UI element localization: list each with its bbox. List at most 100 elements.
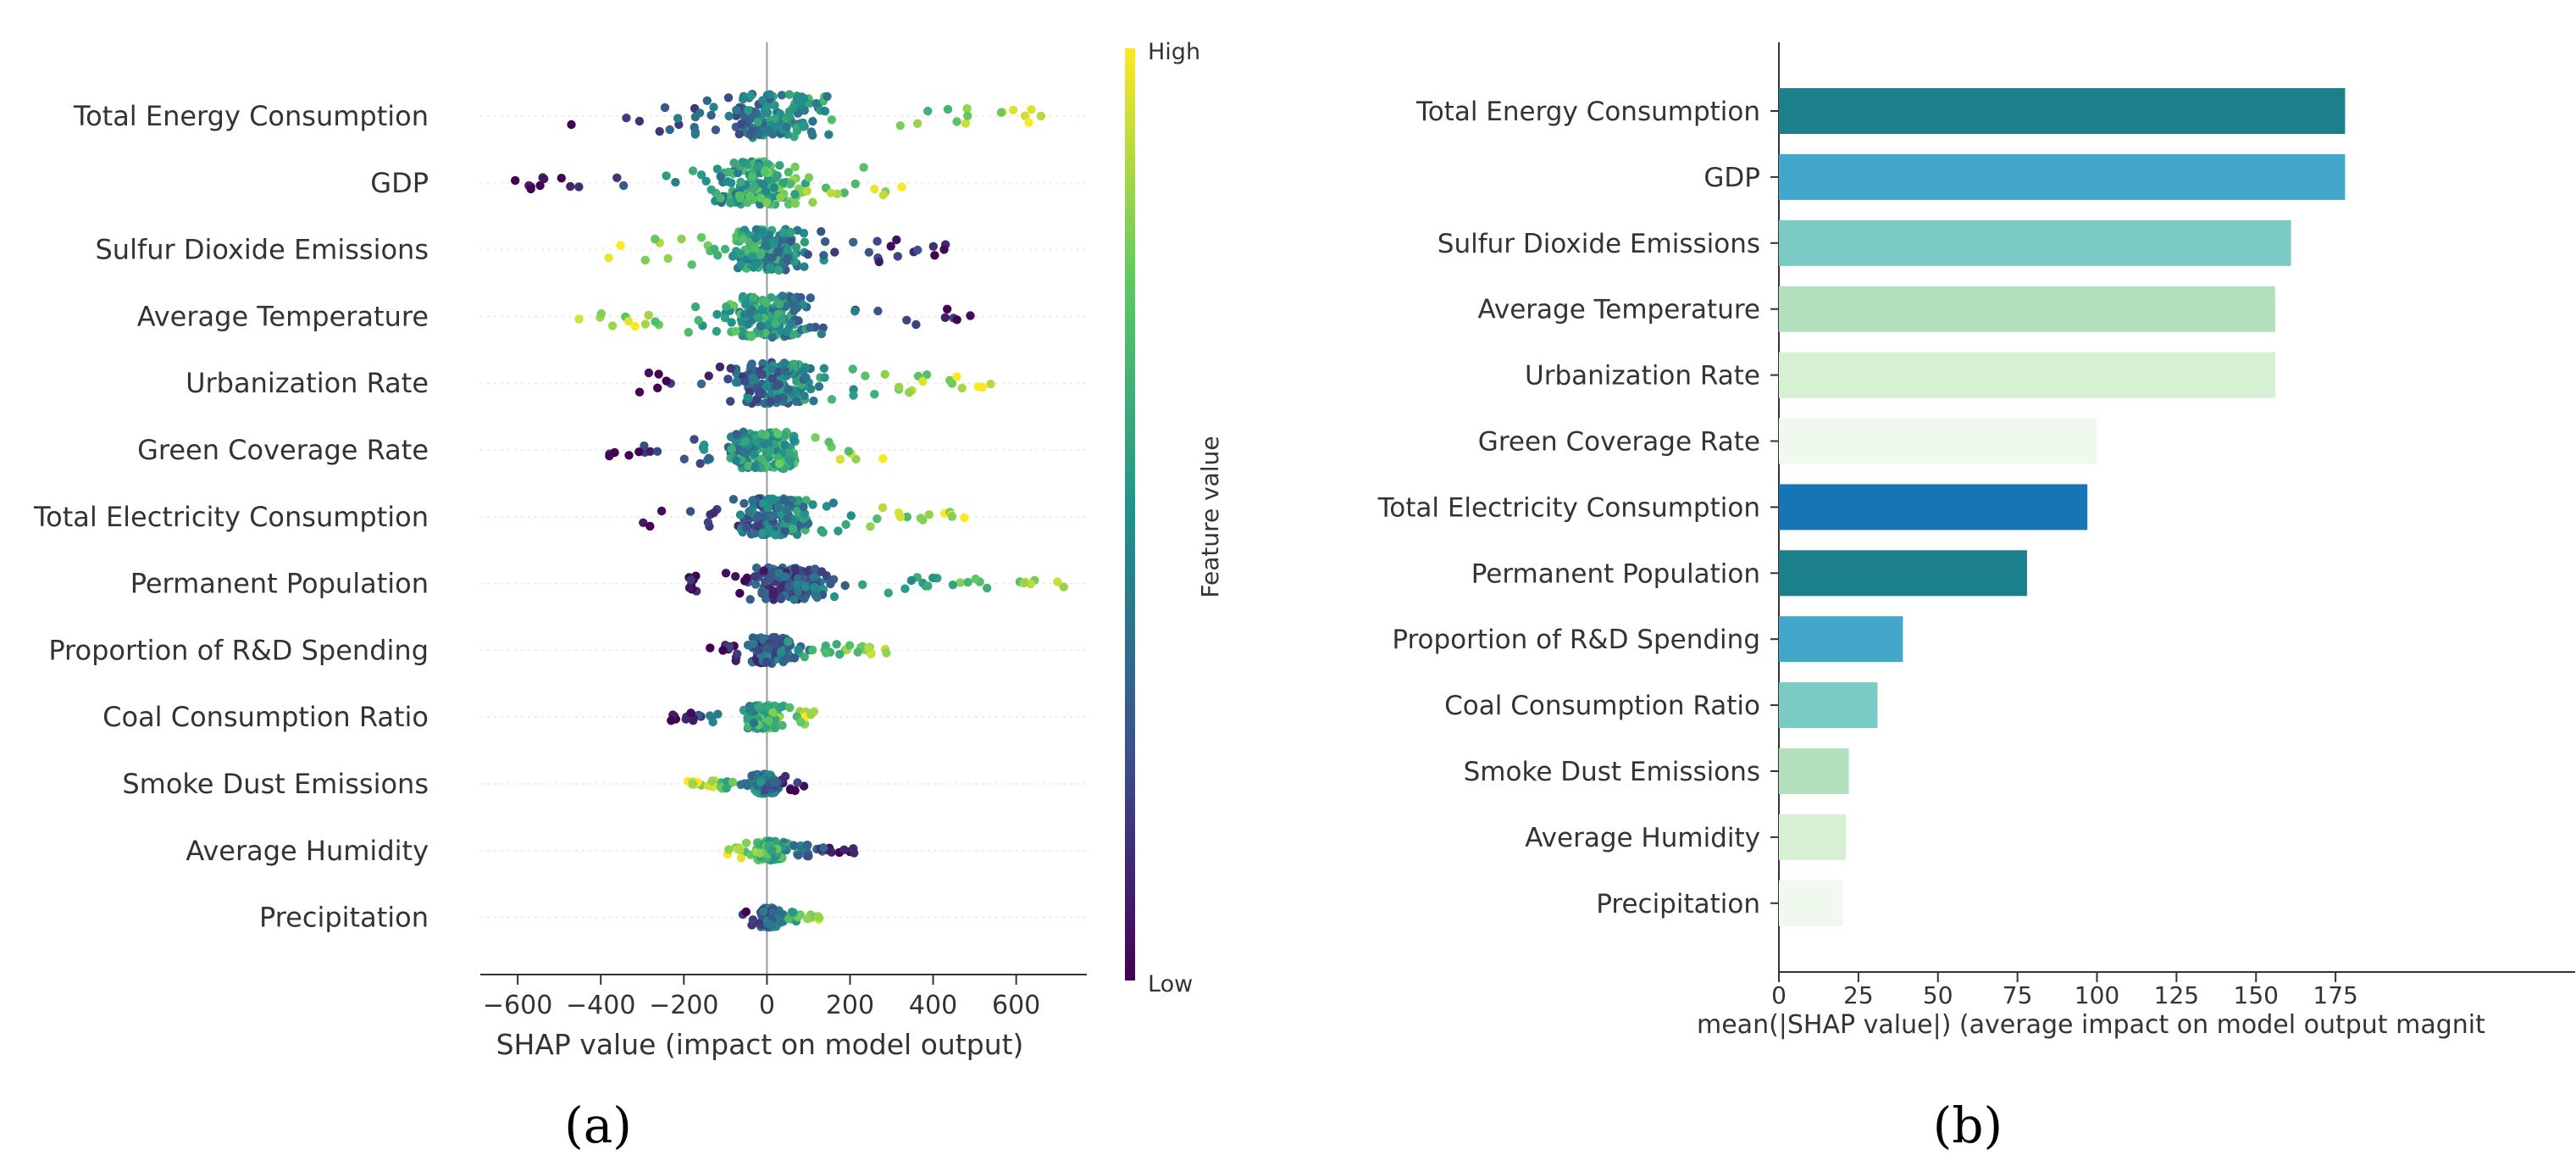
shap-point bbox=[767, 845, 777, 855]
shap-point bbox=[778, 720, 787, 730]
shap-point bbox=[715, 362, 725, 372]
shap-point bbox=[808, 131, 817, 140]
shap-point bbox=[960, 513, 969, 523]
shap-point bbox=[624, 451, 634, 460]
shap-point bbox=[773, 394, 783, 403]
shap-point bbox=[746, 330, 756, 341]
bar bbox=[1779, 748, 1849, 794]
shap-point bbox=[922, 370, 932, 380]
shap-point bbox=[740, 436, 751, 446]
shap-point bbox=[802, 914, 812, 924]
shap-point bbox=[723, 375, 733, 384]
shap-point bbox=[789, 653, 800, 663]
shap-point bbox=[930, 251, 939, 260]
shap-point bbox=[751, 463, 760, 472]
shap-point bbox=[1009, 105, 1018, 114]
shap-point bbox=[778, 228, 789, 237]
shap-point bbox=[673, 114, 683, 123]
shap-point bbox=[786, 319, 796, 328]
x-tick-label: −200 bbox=[649, 991, 718, 1020]
bar bbox=[1779, 616, 1903, 663]
bar bbox=[1779, 418, 2097, 464]
shap-point bbox=[566, 181, 575, 192]
shap-point bbox=[774, 380, 784, 389]
shap-point bbox=[1036, 111, 1046, 121]
shap-point bbox=[783, 514, 792, 524]
shap-point bbox=[762, 102, 771, 112]
shap-point bbox=[782, 326, 791, 336]
shap-point bbox=[878, 503, 888, 513]
shap-point bbox=[760, 439, 769, 449]
shap-point bbox=[731, 656, 740, 665]
shap-point bbox=[557, 174, 566, 183]
x-tick-label: −600 bbox=[483, 991, 552, 1020]
shap-point bbox=[685, 507, 695, 516]
shap-point bbox=[839, 845, 849, 854]
shap-point bbox=[796, 99, 806, 108]
shap-point bbox=[612, 173, 622, 182]
shap-point bbox=[762, 382, 771, 392]
x-tick-label: 600 bbox=[992, 991, 1040, 1020]
shap-point bbox=[734, 130, 744, 139]
shap-point bbox=[780, 526, 790, 536]
x-tick-label: 175 bbox=[2313, 981, 2357, 1009]
shap-point bbox=[804, 173, 814, 182]
shap-point bbox=[773, 171, 782, 181]
shap-point bbox=[651, 317, 660, 326]
shap-point bbox=[928, 242, 939, 251]
shap-point bbox=[712, 164, 723, 174]
shap-point bbox=[771, 530, 780, 540]
shap-point bbox=[511, 175, 520, 186]
shap-point bbox=[817, 567, 827, 576]
panel-a-beeswarm: Total Energy Consumption GDP Sulfur Dioxid… bbox=[33, 39, 1224, 1154]
shap-point bbox=[687, 260, 696, 269]
shap-point bbox=[752, 394, 762, 404]
shap-point bbox=[923, 581, 933, 591]
shap-point bbox=[616, 241, 625, 250]
shap-point bbox=[736, 780, 745, 790]
shap-point bbox=[764, 716, 773, 725]
feature-label: Green Coverage Rate bbox=[137, 434, 429, 466]
shap-point bbox=[623, 316, 634, 326]
shap-point bbox=[688, 780, 698, 789]
shap-point bbox=[644, 310, 653, 320]
category-label: Permanent Population bbox=[1471, 558, 1760, 589]
shap-point bbox=[741, 907, 751, 917]
shap-point bbox=[784, 199, 794, 209]
shap-point bbox=[701, 176, 711, 186]
shap-point bbox=[607, 321, 618, 330]
colorbar-high-label: High bbox=[1148, 39, 1200, 65]
shap-point bbox=[791, 242, 801, 252]
shap-point bbox=[808, 197, 817, 207]
shap-point bbox=[1026, 580, 1035, 589]
shap-point bbox=[768, 908, 778, 917]
bar bbox=[1779, 88, 2346, 134]
shap-point bbox=[696, 233, 706, 242]
shap-point bbox=[756, 528, 767, 537]
feature-label: Sulfur Dioxide Emissions bbox=[95, 234, 429, 266]
shap-point bbox=[723, 93, 734, 103]
x-tick-label: 25 bbox=[1843, 981, 1874, 1009]
shap-point bbox=[956, 578, 965, 587]
shap-point bbox=[850, 307, 860, 316]
shap-point bbox=[696, 170, 706, 180]
shap-point bbox=[873, 306, 883, 316]
shap-point bbox=[622, 114, 631, 123]
feature-label: Urbanization Rate bbox=[186, 367, 429, 399]
shap-point bbox=[645, 521, 655, 531]
shap-point bbox=[763, 919, 773, 929]
shap-point bbox=[769, 183, 779, 192]
shap-point bbox=[846, 511, 856, 520]
shap-point bbox=[760, 786, 770, 795]
shap-point bbox=[770, 101, 779, 110]
shap-point bbox=[810, 589, 820, 598]
shap-point bbox=[882, 648, 891, 658]
shap-point bbox=[828, 498, 838, 508]
shap-point bbox=[744, 461, 753, 470]
shap-point bbox=[809, 573, 819, 582]
panel-b-bar-chart: Total Energy Consumption GDP Sulfur Dioxid… bbox=[1377, 42, 2575, 1154]
shap-point bbox=[767, 374, 777, 383]
category-label: Green Coverage Rate bbox=[1478, 427, 1760, 458]
shap-point bbox=[739, 235, 748, 244]
